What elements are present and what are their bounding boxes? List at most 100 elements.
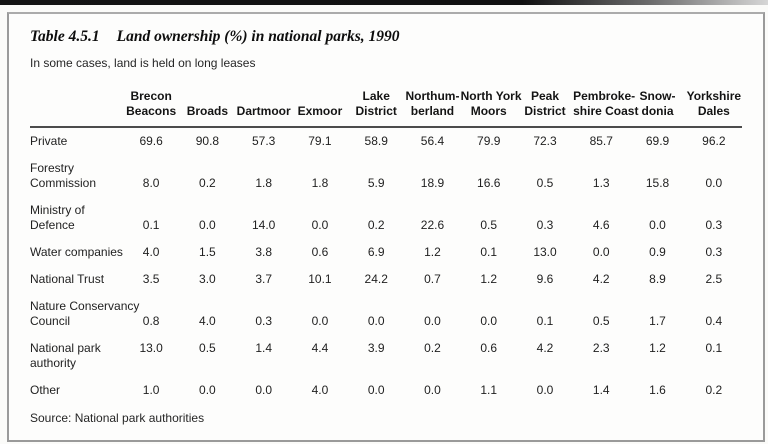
column-header: Broads xyxy=(179,76,236,128)
column-header: Dartmoor xyxy=(235,76,292,128)
value-cell: 0.0 xyxy=(480,314,498,328)
table-frame: Table 4.5.1 Land ownership (%) in nationa… xyxy=(7,12,765,442)
value-cell: 16.6 xyxy=(477,176,501,190)
value-cell: 0.7 xyxy=(424,272,441,286)
value-cell: 1.0 xyxy=(142,383,160,397)
value-cell: 0.0 xyxy=(367,383,385,397)
value-cell: 1.3 xyxy=(592,176,610,190)
row-label: Forestry Commission xyxy=(30,161,97,190)
source-note: Source: National park authorities xyxy=(30,411,205,425)
table-row: Other 1.0 0.0 0.0 4.0 0.0 0.0 1.1 0.0 1.4 1.6 0.2 xyxy=(30,377,742,404)
table-row: National park authority 13.0 0.5 1.4 4.4 3.9 0… xyxy=(30,335,742,377)
column-header: Yorkshire Dales xyxy=(685,76,742,128)
value-cell: 0.2 xyxy=(705,383,723,397)
table-row: Ministry of Defence 0.1 0.0 14.0 0.0 0.2 22.6 0… xyxy=(30,197,742,239)
value-cell: 1.4 xyxy=(592,383,610,397)
top-rule-bar xyxy=(0,0,768,5)
value-cell: 0.3 xyxy=(255,314,272,328)
value-cell: 1.8 xyxy=(255,176,272,190)
value-cell: 1.4 xyxy=(255,341,272,355)
value-cell: 1.7 xyxy=(649,314,666,328)
value-cell: 0.2 xyxy=(199,176,216,190)
value-cell: 24.2 xyxy=(364,272,388,286)
value-cell: 0.5 xyxy=(480,218,498,232)
column-header: Snow- donia xyxy=(629,76,686,128)
row-label: Ministry of Defence xyxy=(30,203,85,232)
row-label: Nature Conservancy Council xyxy=(30,299,140,328)
value-cell: 0.6 xyxy=(311,245,329,259)
value-cell: 0.0 xyxy=(311,314,329,328)
value-cell: 4.0 xyxy=(311,383,329,397)
value-cell: 3.9 xyxy=(367,341,385,355)
value-cell: 15.8 xyxy=(645,176,670,190)
corner-cell xyxy=(30,76,123,128)
value-cell: 1.6 xyxy=(649,383,666,397)
table-number-label: Table 4.5.1 xyxy=(30,28,100,45)
value-cell: 13.0 xyxy=(533,245,557,259)
value-cell: 0.4 xyxy=(705,314,723,328)
table-row: National Trust 3.5 3.0 3.7 10.1 24.2 0.7 1.2 9.6… xyxy=(30,266,742,293)
table-row: Water companies 4.0 1.5 3.8 0.6 6.9 1.2 0.1 13.0… xyxy=(30,239,742,266)
value-cell: 13.0 xyxy=(139,341,163,355)
value-cell: 0.0 xyxy=(424,314,441,328)
value-cell: 1.2 xyxy=(424,245,441,259)
value-cell: 22.6 xyxy=(420,218,445,232)
column-header: Northum- berland xyxy=(404,76,461,128)
value-cell: 0.9 xyxy=(649,245,666,259)
value-cell: 0.8 xyxy=(142,314,160,328)
value-cell: 57.3 xyxy=(251,134,276,148)
table-row: Forestry Commission 8.0 0.2 1.8 1.8 5.9 18.9 16… xyxy=(30,155,742,197)
value-cell: 5.9 xyxy=(367,176,385,190)
column-header: Peak District xyxy=(516,76,574,128)
value-cell: 0.0 xyxy=(367,314,385,328)
value-cell: 0.0 xyxy=(424,383,441,397)
value-cell: 3.0 xyxy=(199,272,216,286)
value-cell: 0.5 xyxy=(592,314,610,328)
value-cell: 0.0 xyxy=(705,176,723,190)
table-row: Private 69.6 90.8 57.3 79.1 58.9 56.4 79.9 72.3 8… xyxy=(30,127,742,155)
column-header: Pembroke- shire Coast xyxy=(573,76,638,128)
value-cell: 8.0 xyxy=(142,176,160,190)
column-header: North York Moors xyxy=(460,76,522,128)
table-title-text: Land ownership (%) in national parks, 19… xyxy=(116,28,400,45)
value-cell: 1.2 xyxy=(480,272,498,286)
value-cell: 79.9 xyxy=(477,134,501,148)
value-cell: 0.0 xyxy=(592,245,610,259)
value-cell: 4.2 xyxy=(592,272,610,286)
value-cell: 0.0 xyxy=(649,218,666,232)
value-cell: 14.0 xyxy=(251,218,276,232)
page-title: Table 4.5.1 Land ownership (%) in nationa… xyxy=(30,27,742,46)
header-row: Brecon Beacons Broads Dartmoor Exmoor Lake D… xyxy=(30,76,742,128)
value-cell: 4.0 xyxy=(142,245,160,259)
land-ownership-table: Brecon Beacons Broads Dartmoor Exmoor Lake D… xyxy=(30,76,742,404)
value-cell: 0.0 xyxy=(536,383,554,397)
column-header: Brecon Beacons xyxy=(123,76,180,128)
value-cell: 0.0 xyxy=(199,383,216,397)
column-header: Lake District xyxy=(348,76,405,128)
row-label: Other xyxy=(30,383,61,397)
value-cell: 6.9 xyxy=(367,245,385,259)
value-cell: 1.1 xyxy=(480,383,498,397)
value-cell: 2.3 xyxy=(592,341,610,355)
value-cell: 1.2 xyxy=(649,341,666,355)
value-cell: 85.7 xyxy=(589,134,613,148)
table-row: Nature Conservancy Council 0.8 4.0 0.3 0.0 0.… xyxy=(30,293,742,335)
value-cell: 69.9 xyxy=(645,134,670,148)
value-cell: 2.5 xyxy=(705,272,723,286)
row-label: National Trust xyxy=(30,272,105,286)
value-cell: 4.4 xyxy=(311,341,329,355)
value-cell: 4.0 xyxy=(199,314,216,328)
value-cell: 56.4 xyxy=(420,134,445,148)
value-cell: 0.3 xyxy=(705,218,723,232)
value-cell: 90.8 xyxy=(195,134,220,148)
value-cell: 0.0 xyxy=(199,218,216,232)
table-note: In some cases, land is held on long leas… xyxy=(30,56,256,70)
value-cell: 0.1 xyxy=(480,245,498,259)
value-cell: 9.6 xyxy=(536,272,554,286)
value-cell: 8.9 xyxy=(649,272,666,286)
value-cell: 58.9 xyxy=(364,134,388,148)
value-cell: 1.8 xyxy=(311,176,329,190)
value-cell: 0.2 xyxy=(367,218,385,232)
value-cell: 1.5 xyxy=(199,245,216,259)
value-cell: 3.8 xyxy=(255,245,272,259)
